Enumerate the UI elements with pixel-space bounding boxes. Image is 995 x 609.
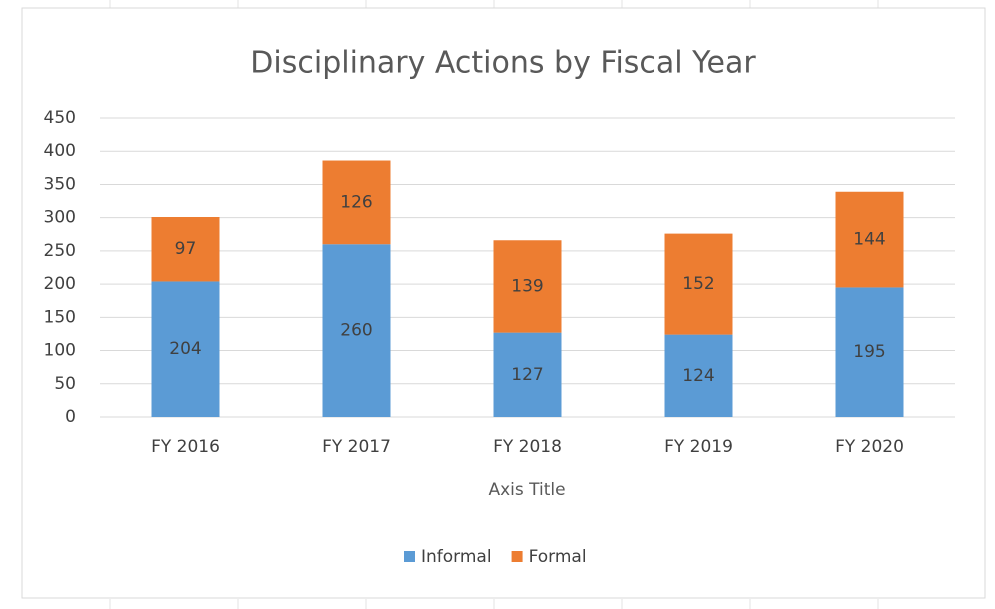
bar-segment — [322, 244, 391, 417]
y-tick-label: 50 — [54, 374, 76, 394]
y-tick-label: 100 — [44, 341, 76, 361]
y-tick-label: 150 — [44, 307, 76, 327]
chart-title: Disciplinary Actions by Fiscal Year — [250, 46, 756, 81]
data-label: 124 — [682, 366, 714, 386]
y-tick-label: 0 — [65, 407, 76, 427]
bar-segment — [493, 332, 562, 417]
data-label: 127 — [511, 365, 543, 385]
bar-segment — [835, 287, 904, 417]
y-tick-label: 300 — [44, 208, 76, 228]
bar-segment — [664, 233, 733, 335]
y-tick-label: 200 — [44, 274, 76, 294]
x-tick-label: FY 2018 — [493, 437, 562, 457]
x-tick-label: FY 2017 — [322, 437, 391, 457]
legend-swatch — [404, 551, 415, 562]
legend-swatch — [511, 551, 523, 562]
data-label: 195 — [853, 342, 885, 362]
bar-segment — [322, 160, 391, 245]
y-tick-label: 250 — [44, 241, 76, 261]
data-label: 139 — [511, 276, 543, 296]
data-label: 152 — [682, 274, 714, 294]
bar-segment — [664, 334, 733, 417]
data-label: 144 — [853, 230, 885, 250]
bar-segment — [151, 281, 220, 417]
data-label: 126 — [340, 192, 372, 212]
bar-segment — [151, 217, 220, 282]
legend-label: Informal — [421, 547, 492, 567]
x-tick-label: FY 2020 — [835, 437, 904, 457]
x-tick-label: FY 2016 — [151, 437, 220, 457]
data-label: 260 — [340, 321, 372, 341]
x-axis-title: Axis Title — [488, 480, 565, 500]
sheet-cells — [109, 0, 879, 609]
x-tick-label: FY 2019 — [664, 437, 733, 457]
data-label: 97 — [175, 239, 197, 259]
data-label: 204 — [169, 339, 201, 359]
y-tick-label: 400 — [44, 141, 76, 161]
bar-segment — [493, 240, 562, 333]
y-tick-label: 450 — [44, 108, 76, 128]
bar-segment — [835, 191, 904, 288]
legend-label: Formal — [529, 547, 587, 567]
y-tick-label: 350 — [44, 174, 76, 194]
